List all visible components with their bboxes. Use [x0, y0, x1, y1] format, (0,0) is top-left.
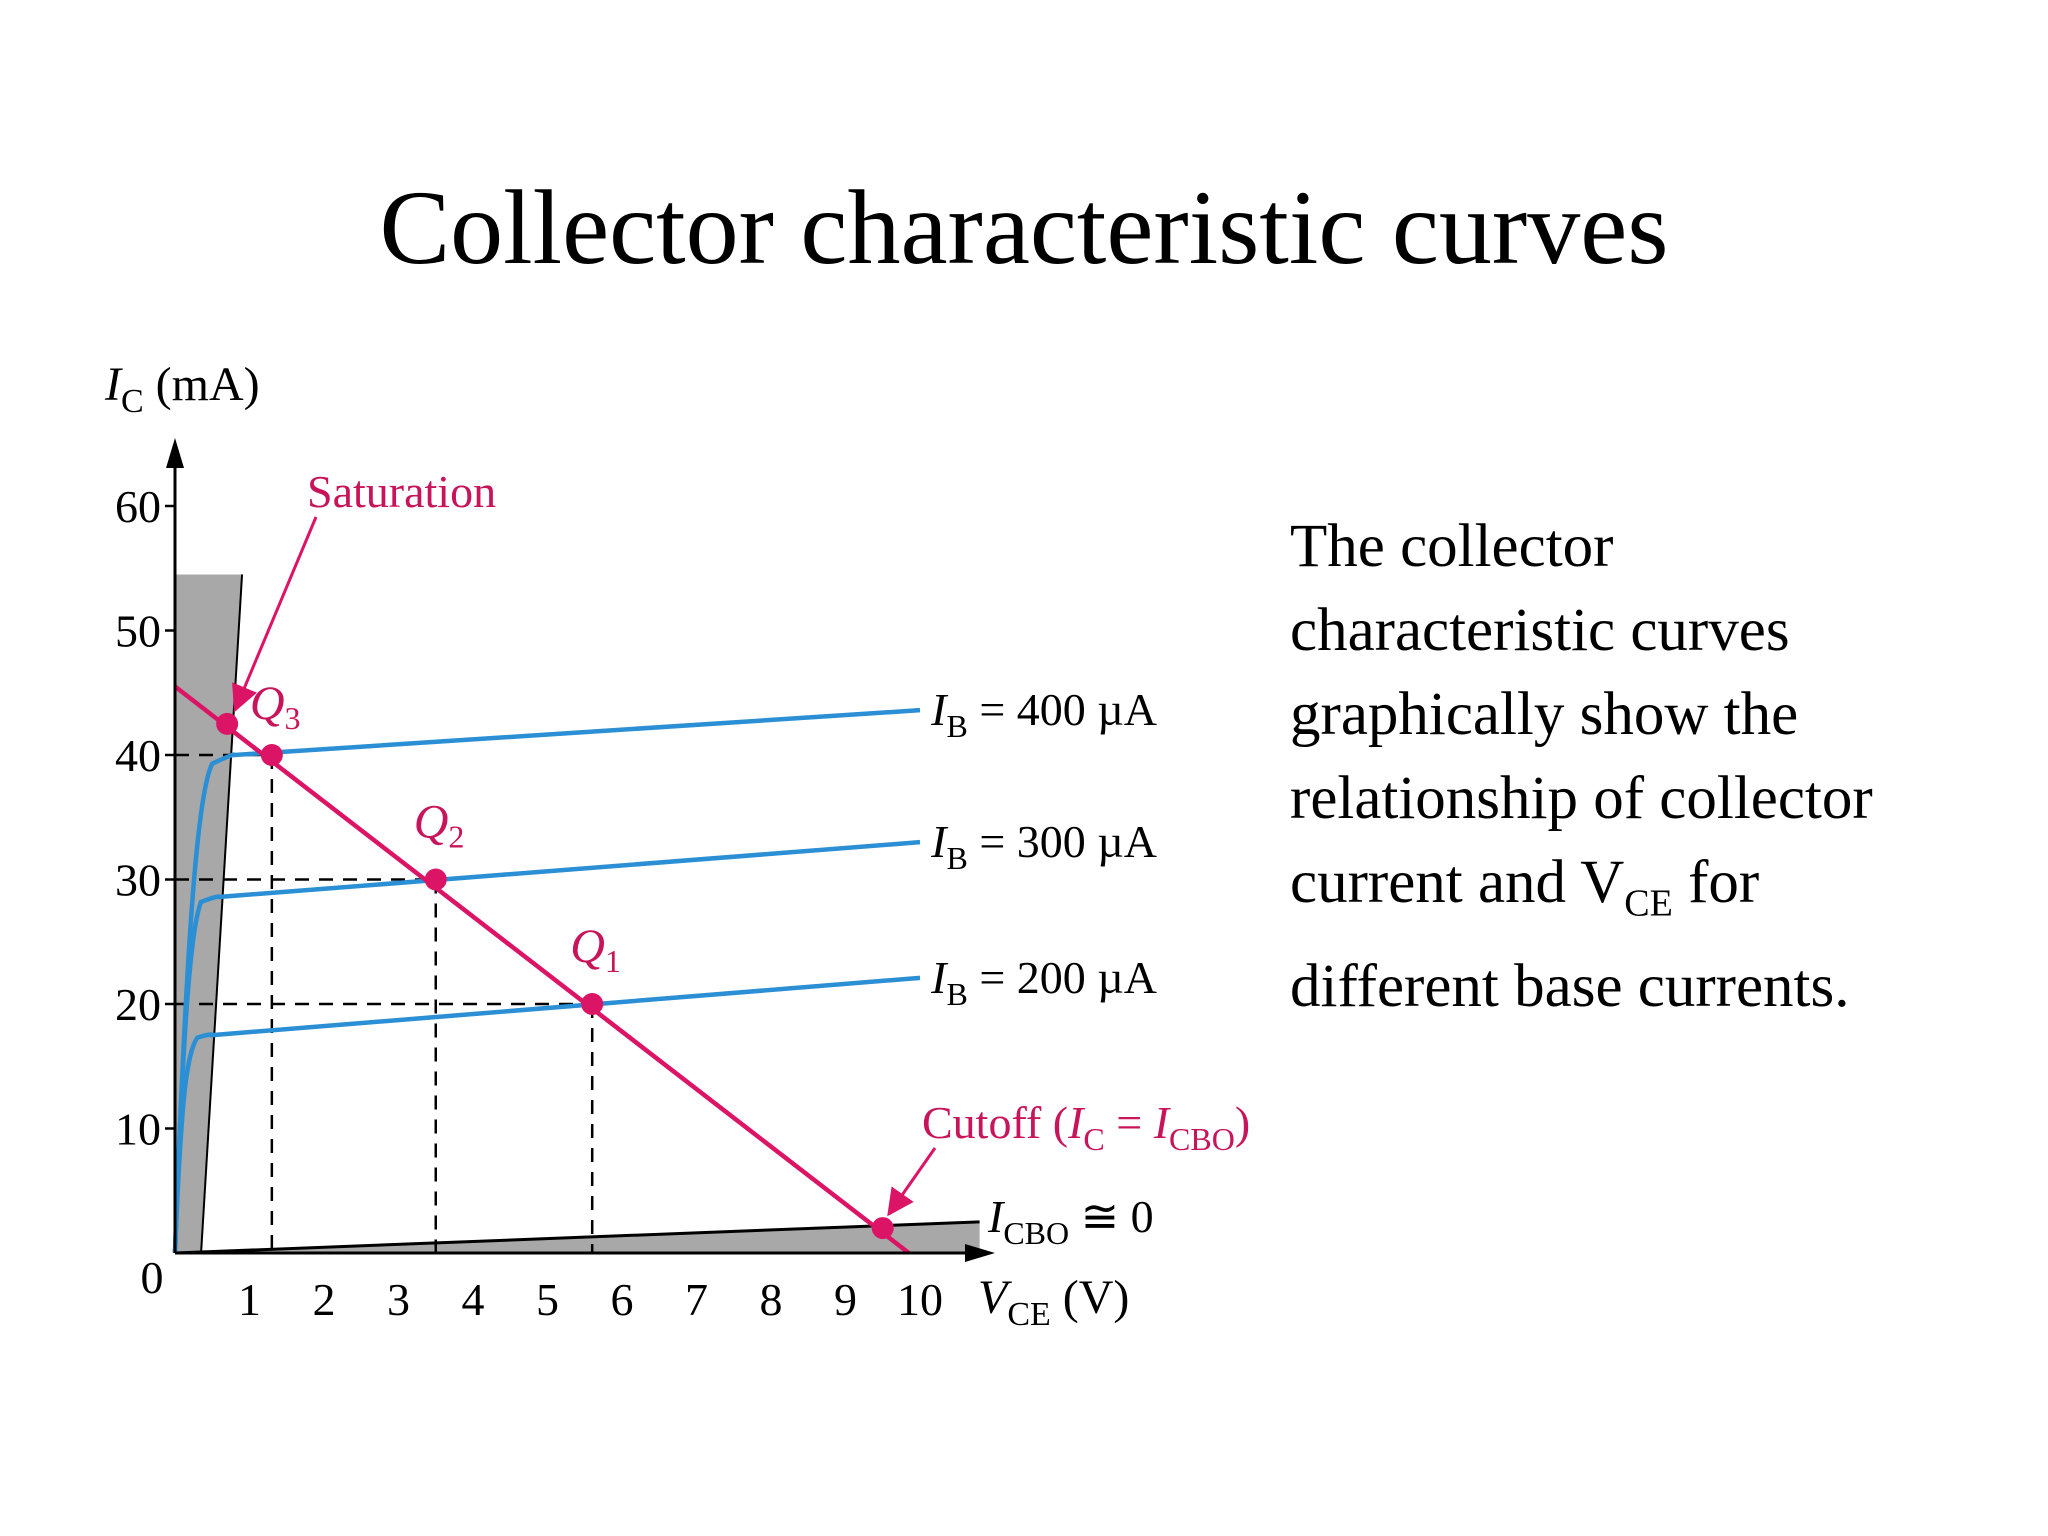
description-text: The collector characteristic curves grap… — [1290, 505, 2030, 1029]
y-tick-label: 50 — [115, 606, 161, 657]
axes: 10 20 30 40 50 60 1 2 3 4 5 6 7 8 9 10 0 — [115, 438, 995, 1325]
x-axis-arrow — [965, 1244, 995, 1262]
x-tick-label: 9 — [834, 1274, 857, 1325]
saturation-arrow — [232, 516, 318, 713]
description-line: The collector — [1290, 513, 1614, 580]
point-cutoff-point — [871, 1217, 894, 1240]
cutoff-arrow — [887, 1147, 937, 1217]
load-line — [173, 684, 911, 1255]
x-tick-label: 5 — [536, 1274, 559, 1325]
x-tick-label: 4 — [462, 1274, 485, 1325]
y-axis-arrow — [166, 438, 184, 468]
x-axis-title: VCE (V) — [978, 1271, 1129, 1333]
x-tick-label: 1 — [238, 1274, 261, 1325]
y-axis-title: IC (mA) — [104, 358, 260, 420]
cutoff-label: Cutoff (IC = ICBO) — [922, 1097, 1250, 1157]
origin-label: 0 — [141, 1252, 164, 1303]
cutoff-boundary — [174, 1220, 980, 1255]
description-line: graphically show the — [1290, 681, 1799, 748]
series-label: IB = 300 µA — [930, 816, 1157, 876]
description-line: current and VCE for — [1290, 849, 1760, 925]
y-tick-label: 10 — [115, 1104, 161, 1155]
y-tick-label: 30 — [115, 855, 161, 906]
saturation-region — [175, 574, 243, 1253]
x-tick-label: 2 — [313, 1274, 336, 1325]
icbo-label: ICBO ≅ 0 — [987, 1191, 1154, 1251]
curve-series — [172, 707, 921, 1254]
label-q3: Q3 — [250, 677, 301, 736]
curve-series — [172, 839, 921, 1254]
curves — [172, 684, 921, 1255]
curve-series — [172, 975, 921, 1254]
x-tick-label: 6 — [611, 1274, 634, 1325]
description-line: relationship of collector — [1290, 765, 1873, 832]
point-q2 — [424, 868, 447, 891]
series-label: IB = 200 µA — [930, 952, 1157, 1012]
label-q2: Q2 — [414, 796, 465, 855]
y-tick-label: 20 — [115, 979, 161, 1030]
x-tick-label: 7 — [685, 1274, 708, 1325]
x-tick-label: 8 — [760, 1274, 783, 1325]
point-saturation-point — [216, 712, 239, 735]
saturation-label: Saturation — [307, 466, 496, 517]
point-q1 — [581, 993, 604, 1015]
slide-title: Collector characteristic curves — [379, 169, 1669, 286]
label-q1: Q1 — [570, 920, 621, 979]
points — [216, 712, 894, 1240]
description-line: characteristic curves — [1290, 597, 1790, 664]
point-q3 — [260, 744, 283, 766]
dashed-guides — [175, 753, 594, 1253]
labels: IB = 400 µA IB = 300 µA IB = 200 µA IC (mA)… — [104, 358, 1250, 1333]
x-tick-label: 10 — [897, 1274, 943, 1325]
series-label: IB = 400 µA — [930, 684, 1157, 744]
description-line: different base currents. — [1290, 953, 1850, 1021]
shaded-regions — [174, 574, 980, 1255]
x-tick-label: 3 — [387, 1274, 410, 1325]
y-tick-label: 40 — [115, 730, 161, 781]
y-tick-label: 60 — [115, 481, 161, 532]
